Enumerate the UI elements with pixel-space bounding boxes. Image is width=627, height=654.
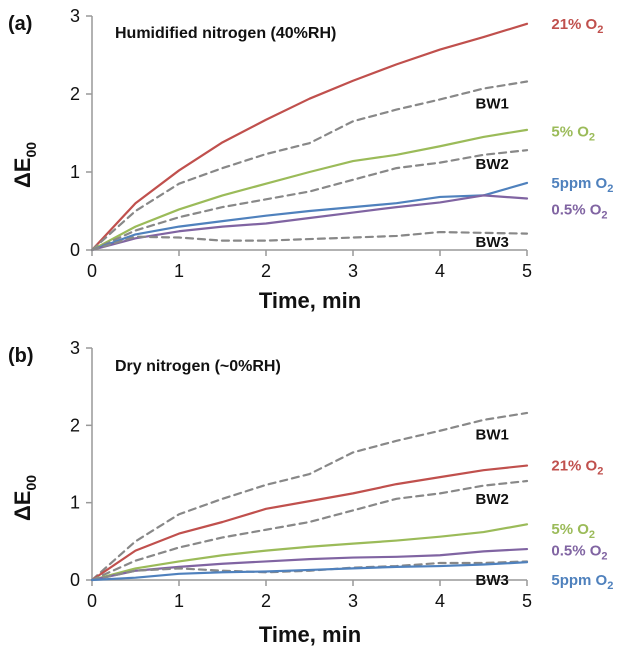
series-line-bw2 xyxy=(90,149,529,252)
x-tick-label: 2 xyxy=(261,261,271,281)
series-label-main: BW3 xyxy=(476,234,509,251)
series-line-bw3 xyxy=(90,230,529,252)
y-tick-label: 3 xyxy=(70,338,80,358)
x-tick-label: 1 xyxy=(174,591,184,611)
series-label-main: BW1 xyxy=(476,427,509,444)
series-label-main: 5ppm O xyxy=(551,572,607,589)
y-axis-title-sub: 00 xyxy=(23,142,39,158)
y-axis-title: ΔE00 xyxy=(10,142,39,188)
series-label-main: 5ppm O xyxy=(551,175,607,192)
series-label-sub: 2 xyxy=(597,466,603,478)
series-line-5ppm-o2 xyxy=(90,181,529,252)
series-label-main: 5% O xyxy=(551,521,589,538)
series-label-bw1: BW1 xyxy=(476,427,509,444)
x-tick-label: 3 xyxy=(348,591,358,611)
series-label-sub: 2 xyxy=(607,580,613,592)
x-axis-title: Time, min xyxy=(259,622,361,647)
series-label-main: BW2 xyxy=(476,491,509,508)
series-line-5-o2 xyxy=(90,128,529,252)
y-tick-label: 1 xyxy=(70,162,80,182)
series-line-21-o2 xyxy=(90,464,529,582)
series-label-bw2: BW2 xyxy=(476,156,509,173)
series-line-5-o2 xyxy=(90,523,529,582)
series-line-bw1 xyxy=(90,411,529,582)
panel-title: Dry nitrogen (~0%RH) xyxy=(115,358,281,375)
series-label-bw3: BW3 xyxy=(476,572,509,589)
series-line-bw1 xyxy=(90,80,529,252)
series-label-main: 0.5% O xyxy=(551,543,601,560)
x-tick-label: 4 xyxy=(435,591,445,611)
series-label-sub: 2 xyxy=(607,183,613,195)
x-tick-label: 2 xyxy=(261,591,271,611)
series-line-bw2 xyxy=(90,479,529,582)
series-label-sub: 2 xyxy=(597,24,603,36)
panel-title: Humidified nitrogen (40%RH) xyxy=(115,25,336,42)
y-tick-label: 2 xyxy=(70,415,80,435)
series-label-sub: 2 xyxy=(601,209,607,221)
y-tick-label: 3 xyxy=(70,6,80,26)
series-label-21-o2: 21% O2 xyxy=(551,16,603,36)
series-label-0p5-o2: 0.5% O2 xyxy=(551,201,607,221)
x-tick-label: 3 xyxy=(348,261,358,281)
x-tick-label: 4 xyxy=(435,261,445,281)
y-axis-title-sub: 00 xyxy=(23,475,39,491)
series-label-bw1: BW1 xyxy=(476,95,509,112)
y-axis-title-main: ΔE xyxy=(10,491,35,522)
series-label-0p5-o2: 0.5% O2 xyxy=(551,543,607,563)
panel-tag: (b) xyxy=(8,345,34,367)
x-tick-label: 5 xyxy=(522,261,532,281)
series-label-21-o2: 21% O2 xyxy=(551,458,603,478)
series-label-bw3: BW3 xyxy=(476,234,509,251)
series-label-5ppm-o2: 5ppm O2 xyxy=(551,572,613,592)
series-label-main: 21% O xyxy=(551,458,597,475)
y-tick-label: 2 xyxy=(70,84,80,104)
series-label-main: BW2 xyxy=(476,156,509,173)
y-axis-title-main: ΔE xyxy=(10,158,35,189)
panel-tag: (a) xyxy=(8,13,32,35)
y-tick-label: 1 xyxy=(70,493,80,513)
chart-panel-b: 0 1 2 3 0 1 2 3 4 5 (b) Dry nitrogen (~0%RH) Time, m… xyxy=(8,338,613,647)
x-tick-label: 0 xyxy=(87,591,97,611)
y-tick-label: 0 xyxy=(70,240,80,260)
y-tick-label: 0 xyxy=(70,570,80,590)
series-label-main: 5% O xyxy=(551,123,589,140)
y-axis-title: ΔE00 xyxy=(10,475,39,521)
series-line-21-o2 xyxy=(90,22,529,252)
series-label-5ppm-o2: 5ppm O2 xyxy=(551,175,613,195)
series-label-sub: 2 xyxy=(589,529,595,541)
x-tick-label: 1 xyxy=(174,261,184,281)
series-label-bw2: BW2 xyxy=(476,491,509,508)
x-tick-label: 0 xyxy=(87,261,97,281)
series-label-sub: 2 xyxy=(589,131,595,143)
series-label-main: BW1 xyxy=(476,95,509,112)
series-label-main: BW3 xyxy=(476,572,509,589)
chart-panel-a: 0 1 2 3 0 1 2 3 4 5 (a) Humidified nitrogen (40%RH)… xyxy=(8,6,613,313)
series-label-5-o2: 5% O2 xyxy=(551,123,595,143)
x-tick-label: 5 xyxy=(522,591,532,611)
series-label-5-o2: 5% O2 xyxy=(551,521,595,541)
series-label-sub: 2 xyxy=(601,551,607,563)
series-label-main: 21% O xyxy=(551,16,597,33)
x-axis-title: Time, min xyxy=(259,288,361,313)
series-line-5ppm-o2 xyxy=(90,561,529,582)
series-label-main: 0.5% O xyxy=(551,201,601,218)
series-line-0p5-o2 xyxy=(90,194,529,252)
